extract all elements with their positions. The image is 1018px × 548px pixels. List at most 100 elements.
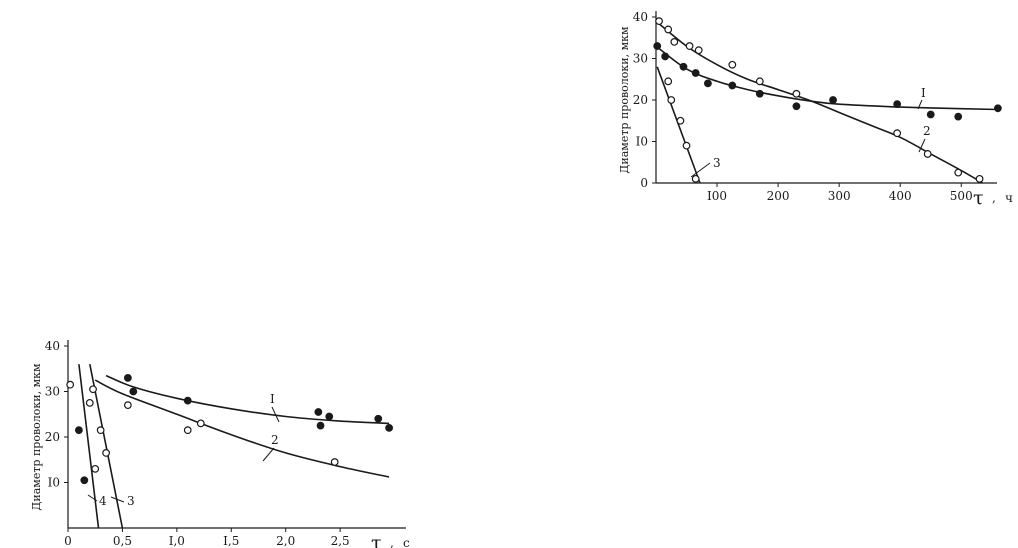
data-point-filled [755,89,764,98]
y-tick-label: 20 [45,430,60,444]
curve-label-leader [918,138,926,153]
y-tick-label: 40 [45,339,60,353]
curve-label: 4 [99,494,107,508]
data-point-open [728,60,737,69]
data-point-filled [325,412,334,421]
x-tick-label: I,0 [169,534,185,548]
x-tick-label: 2,0 [276,534,295,548]
data-point-filled [679,62,688,71]
data-point-open [694,46,703,55]
x-axis-symbol: τ [973,187,984,209]
y-axis-title: Диаметр проволоки, мкм [30,363,43,511]
data-point-filled [792,102,801,111]
x-tick-label: I00 [707,189,727,203]
curve-label-leader [262,447,275,462]
data-point-filled [314,408,323,416]
data-point-filled [653,42,662,50]
y-tick-label: 40 [633,10,648,24]
y-axis-title: Диаметр проволоки, мкм [618,26,631,174]
curve-label: 2 [271,433,279,447]
curve-label-leader [271,406,280,423]
curve-label: 3 [713,156,721,170]
data-point-filled [374,414,383,423]
data-point-open [96,426,105,435]
x-axis-unit: ч [1005,191,1013,205]
data-point-open [954,168,963,177]
series-curve-1 [655,45,998,111]
data-point-filled [728,81,737,90]
series-curve-3 [656,66,701,184]
data-point-filled [316,421,325,430]
data-point-filled [893,100,902,109]
data-point-filled [183,396,192,405]
x-tick-label: 0,5 [113,534,132,548]
x-tick-label: 300 [828,189,851,203]
data-point-open [655,17,663,26]
data-point-open [792,89,801,98]
data-point-open [196,419,205,428]
data-point-filled [123,373,132,382]
y-tick-label: 30 [45,385,60,399]
data-point-filled [661,52,670,61]
curve-label-leader [690,162,711,178]
data-point-open [89,385,97,394]
data-point-open [66,380,75,389]
series-curve-1 [105,374,390,425]
data-point-open [685,42,694,50]
curve-label-leader [917,99,923,110]
data-point-filled [993,104,1002,113]
y-tick-label: 0 [640,176,648,190]
y-tick-label: I0 [48,476,60,490]
data-point-open [330,458,339,466]
y-tick-label: 30 [633,52,648,66]
x-tick-label: 400 [889,189,912,203]
data-point-open [691,174,700,183]
curve-label: 2 [923,124,931,138]
data-point-open [183,426,192,435]
series-curve-4 [78,364,100,529]
data-point-filled [829,96,837,104]
curve-label: 3 [127,494,135,508]
x-tick-label: I,5 [223,534,239,548]
data-point-open [667,96,676,104]
series-curve-2 [655,20,984,184]
x-axis-symbol: τ [371,532,382,548]
chart-upper-right: 0 I0 20 30 40 I00 200 300 400 500 Диаметр проволок… [618,10,1013,209]
data-point-open [923,150,932,158]
curve-label-leader [87,494,98,502]
x-tick-label: 2,5 [331,534,350,548]
data-point-open [85,398,94,407]
x-tick-label: 200 [767,189,790,203]
data-point-open [676,116,685,125]
data-point-filled [926,110,935,119]
data-point-filled [691,69,700,77]
data-point-open [91,464,100,473]
series-curve-2 [94,379,390,478]
curve-label: I [270,392,275,406]
curve-label-leader [110,496,125,503]
data-point-filled [74,426,83,435]
data-point-open [102,449,110,457]
data-point-filled [703,79,712,88]
data-point-open [670,38,679,46]
x-axis-unit: с [403,536,410,548]
data-point-open [664,77,673,86]
data-point-filled [80,476,89,485]
data-point-open [682,141,691,150]
data-point-filled [385,424,394,432]
y-tick-label: 20 [633,93,648,107]
data-point-filled [954,112,963,121]
data-point-open [893,129,902,138]
x-tick-label: 500 [950,189,973,203]
data-point-filled [129,387,138,396]
curve-label: I [921,86,926,100]
x-axis-separator: , [390,536,394,548]
data-point-open [975,174,984,183]
data-point-open [755,77,764,86]
x-tick-label: 0 [64,534,72,548]
data-point-open [664,25,673,34]
data-point-open [123,401,132,410]
y-tick-label: I0 [636,135,648,149]
x-axis-separator: , [992,191,996,205]
